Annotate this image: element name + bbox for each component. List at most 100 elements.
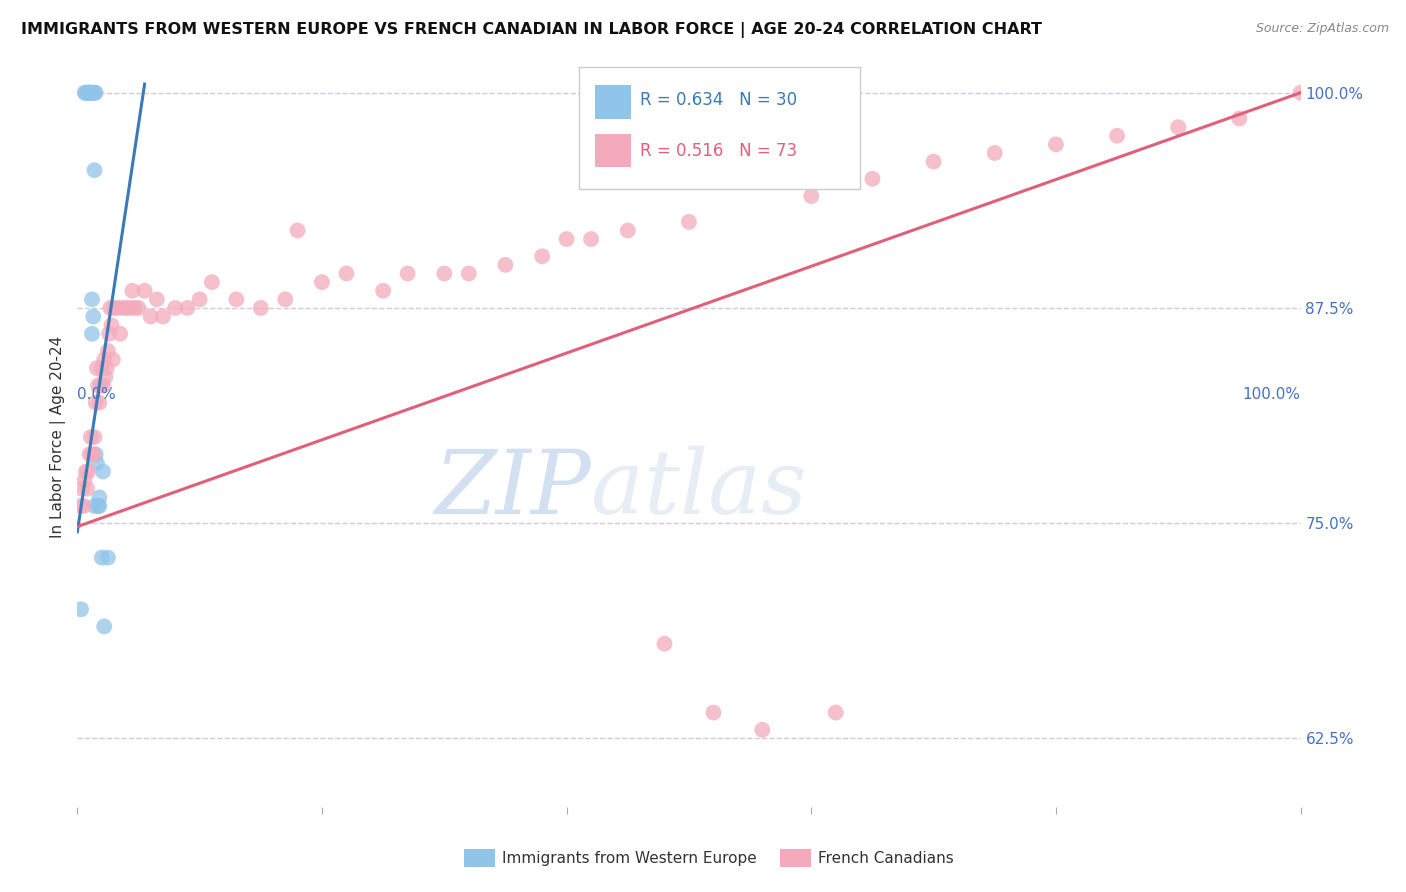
Point: [97, 550, 120, 565]
Text: 100.0%: 100.0%: [1243, 387, 1301, 402]
Point: [83, 430, 105, 444]
Point: [1167, 120, 1189, 135]
Point: [922, 154, 945, 169]
Point: [1045, 137, 1067, 152]
Point: [83, 163, 105, 178]
Point: [90, 361, 112, 376]
Point: [1107, 128, 1129, 143]
Point: [79, 447, 101, 461]
Point: [984, 146, 1007, 161]
Point: [72, 499, 94, 513]
Point: [111, 301, 134, 315]
Point: [201, 275, 224, 289]
Text: R = 0.634   N = 30: R = 0.634 N = 30: [640, 91, 797, 109]
Text: French Canadians: French Canadians: [818, 851, 955, 865]
Point: [91, 465, 114, 479]
Point: [97, 343, 120, 358]
Point: [80, 293, 103, 307]
Point: [118, 301, 141, 315]
Point: [617, 223, 640, 237]
Point: [396, 267, 419, 281]
Point: [107, 301, 129, 315]
FancyBboxPatch shape: [595, 86, 631, 119]
Point: [225, 293, 247, 307]
Point: [124, 301, 146, 315]
Point: [90, 378, 112, 392]
Point: [79, 86, 101, 100]
Point: [103, 301, 125, 315]
Point: [93, 352, 115, 367]
Point: [824, 706, 846, 720]
Point: [287, 223, 309, 237]
Point: [103, 869, 125, 883]
Point: [80, 86, 103, 100]
Point: [139, 310, 162, 324]
FancyBboxPatch shape: [595, 134, 631, 167]
Point: [80, 326, 103, 341]
Point: [89, 491, 111, 505]
Point: [76, 482, 98, 496]
Point: [80, 447, 103, 461]
Point: [100, 318, 122, 333]
Point: [96, 361, 118, 376]
Text: atlas: atlas: [591, 445, 807, 533]
Point: [89, 499, 111, 513]
Point: [82, 310, 104, 324]
Point: [702, 706, 724, 720]
Point: [89, 395, 111, 409]
Point: [93, 619, 115, 633]
Point: [1289, 86, 1312, 100]
Point: [751, 723, 773, 737]
Point: [862, 171, 884, 186]
Point: [152, 310, 174, 324]
Text: 0.0%: 0.0%: [77, 387, 117, 402]
Point: [311, 275, 333, 289]
Text: ZIP: ZIP: [434, 445, 591, 533]
Point: [654, 637, 676, 651]
Point: [75, 465, 97, 479]
Point: [115, 301, 138, 315]
Point: [90, 817, 112, 831]
Point: [800, 189, 823, 203]
FancyBboxPatch shape: [579, 67, 860, 189]
Point: [77, 465, 100, 479]
Point: [274, 293, 297, 307]
Point: [531, 249, 554, 263]
Point: [121, 284, 143, 298]
Text: IMMIGRANTS FROM WESTERN EUROPE VS FRENCH CANADIAN IN LABOR FORCE | AGE 20-24 COR: IMMIGRANTS FROM WESTERN EUROPE VS FRENCH…: [21, 22, 1042, 38]
Point: [75, 86, 97, 100]
Point: [678, 215, 700, 229]
Point: [77, 86, 100, 100]
Point: [73, 473, 96, 487]
Point: [80, 86, 103, 100]
Y-axis label: In Labor Force | Age 20-24: In Labor Force | Age 20-24: [51, 336, 66, 538]
Point: [87, 378, 110, 392]
Point: [70, 602, 93, 616]
Point: [176, 301, 198, 315]
Point: [165, 301, 187, 315]
Point: [83, 499, 105, 513]
Text: R = 0.516   N = 73: R = 0.516 N = 73: [640, 142, 797, 160]
Point: [77, 86, 100, 100]
Point: [94, 369, 117, 384]
Point: [371, 284, 394, 298]
Point: [555, 232, 578, 246]
Text: Source: ZipAtlas.com: Source: ZipAtlas.com: [1256, 22, 1389, 36]
Point: [98, 326, 121, 341]
Point: [79, 86, 101, 100]
Point: [70, 482, 93, 496]
Point: [70, 499, 93, 513]
Point: [87, 499, 110, 513]
Point: [90, 550, 112, 565]
Point: [80, 430, 103, 444]
Point: [188, 293, 211, 307]
Point: [86, 456, 108, 470]
Point: [84, 86, 107, 100]
Point: [98, 301, 121, 315]
Point: [146, 293, 169, 307]
Point: [495, 258, 517, 272]
Point: [84, 447, 107, 461]
Point: [84, 395, 107, 409]
Point: [335, 267, 357, 281]
Point: [91, 378, 114, 392]
